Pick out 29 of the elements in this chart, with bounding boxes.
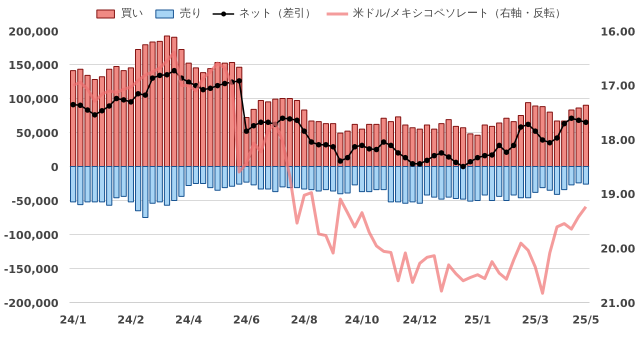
legend-label: 米ドル/メキシコペソレート（右軸・反転）	[353, 6, 566, 20]
legend-label: ネット（差引）	[239, 6, 316, 20]
y2-tick-label: 18.00	[600, 134, 636, 147]
y-tick-label: 100,000	[8, 93, 59, 106]
y-tick-label: 50,000	[16, 127, 59, 140]
x-tick-label: 24/2	[117, 314, 144, 326]
x-tick-label: 24/6	[232, 314, 260, 326]
y2-tick-label: 17.00	[600, 79, 636, 92]
y-tick-label: 150,000	[8, 59, 59, 72]
x-tick-label: 25/5	[572, 314, 600, 326]
x-tick-label: 25/1	[464, 314, 492, 326]
x-tick-label: 24/10	[344, 314, 380, 326]
x-tick-label: 24/12	[402, 314, 438, 326]
y-tick-label: -150,000	[4, 263, 59, 276]
y-tick-label: 200,000	[8, 26, 59, 38]
y-tick-label: -50,000	[11, 195, 59, 208]
y-tick-label: -100,000	[4, 229, 59, 242]
y2-tick-label: 21.00	[600, 297, 636, 310]
x-tick-label: 25/3	[522, 314, 549, 326]
y2-tick-label: 19.00	[600, 188, 636, 202]
x-tick-label: 24/1	[60, 314, 87, 326]
y-tick-label: 0	[50, 161, 59, 174]
y-tick-label: -200,000	[4, 297, 59, 310]
x-tick-label: 24/4	[175, 314, 202, 326]
legend-label: 買い	[121, 6, 144, 20]
legend-label: 売り	[180, 6, 202, 20]
y2-tick-label: 20.00	[600, 242, 636, 256]
x-tick-label: 24/8	[290, 314, 318, 326]
y2-tick-label: 16.00	[600, 26, 636, 38]
